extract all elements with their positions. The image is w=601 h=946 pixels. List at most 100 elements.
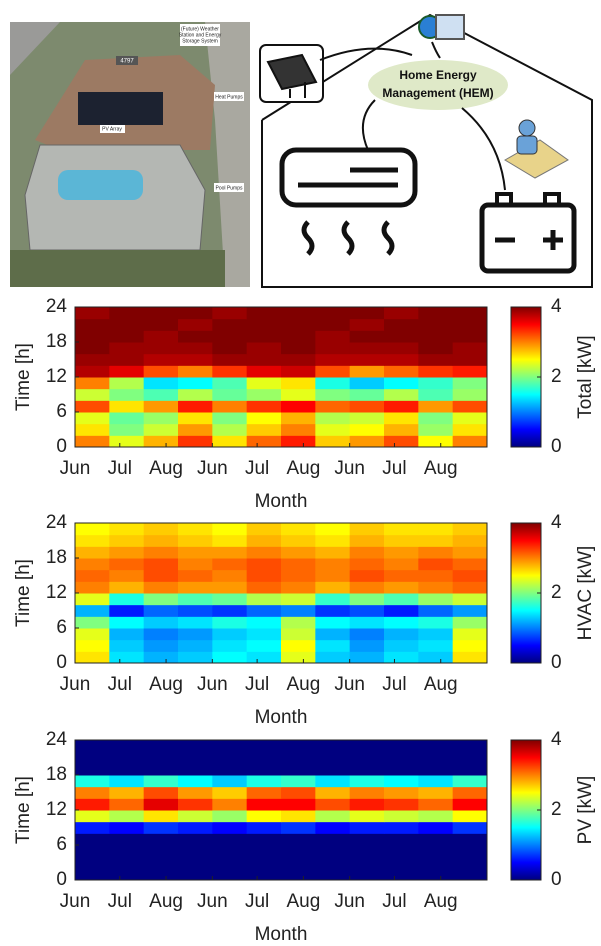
photo-label: Heat Pumps (215, 94, 243, 100)
heatmap-cell (75, 307, 110, 320)
heatmap-cell (418, 593, 454, 606)
heatmap-cell (75, 546, 110, 559)
heatmap-cell (418, 523, 454, 536)
heatmap-cell (384, 751, 419, 764)
heatmap-cell (418, 412, 454, 425)
heatmap-cell (315, 628, 351, 641)
heatmap-cell (109, 604, 145, 617)
heatmap-cell (109, 546, 145, 559)
heatmap-cell (246, 833, 282, 846)
heatmap-cell (75, 845, 110, 858)
heatmap-cell (246, 558, 282, 571)
heatmap-cell (178, 751, 213, 764)
photo-label: PV Array (102, 126, 122, 132)
heatmap-cell (178, 342, 213, 355)
battery-terminal (495, 192, 513, 207)
heatmap-cell (315, 400, 351, 413)
heatmap-cell (384, 868, 419, 881)
heatmap-cell (281, 856, 316, 869)
heatmap-cell (315, 821, 351, 834)
heatmap-cell (452, 593, 488, 606)
heatmap-cell (452, 400, 488, 413)
heatmap-cell (418, 868, 454, 881)
heatmap-cell (315, 798, 351, 811)
x-tick-label: Jul (382, 458, 406, 479)
heatmap-cell (178, 763, 213, 776)
heatmap-cell (246, 763, 282, 776)
heatmap-cell (281, 833, 316, 846)
heatmap-cell (349, 330, 385, 343)
heatmap-cell (384, 763, 419, 776)
heatmap-cell (384, 651, 419, 664)
heatmap-cell (109, 365, 145, 378)
heatmap-cell (178, 569, 213, 582)
heatmap-cell (212, 616, 248, 629)
heatmap-cell (418, 342, 454, 355)
heatmap-cell (212, 388, 248, 401)
heatmap-cell (452, 786, 488, 799)
heatmap-cell (281, 523, 316, 536)
heatmap-cell (315, 569, 351, 582)
heatmap-cell (452, 534, 488, 547)
heatmap-cell (384, 342, 419, 355)
heatmap-cell (452, 740, 488, 753)
heatmap-cell (75, 868, 110, 881)
heatmap-cell (452, 810, 488, 823)
heatmap-cell (418, 856, 454, 869)
heatmap-cell (452, 388, 488, 401)
heatmap-cell (349, 400, 385, 413)
heatmap-cell (281, 798, 316, 811)
heatmap-cell (75, 365, 110, 378)
heatmap-cell (349, 377, 385, 390)
heatmap-cell (75, 400, 110, 413)
heatmap-cell (315, 353, 351, 366)
heatmap-cell (109, 751, 145, 764)
heatmap-cell (143, 400, 179, 413)
y-tick-label: 12 (46, 366, 67, 387)
heatmap-cell (143, 342, 179, 355)
heatmap-cell (452, 569, 488, 582)
heatmap-cell (109, 593, 145, 606)
heatmap-cell (315, 833, 351, 846)
heatmap-cell (418, 786, 454, 799)
heatmap-cell (349, 786, 385, 799)
y-tick-label: 18 (46, 547, 67, 568)
heatmap-cell (143, 581, 179, 594)
heatmap-cell (212, 423, 248, 436)
heatmap-cell (418, 751, 454, 764)
heatmap-cell (178, 534, 213, 547)
heatmap-cell (246, 365, 282, 378)
heatmap-cell (75, 810, 110, 823)
label-box (214, 92, 244, 101)
heatmap-cell (143, 546, 179, 559)
heatmap-cell (452, 604, 488, 617)
heatmap-cell (452, 412, 488, 425)
heatmap-cell (143, 307, 179, 320)
heatmap-cell (178, 523, 213, 536)
heatmap-cell (178, 353, 213, 366)
heatmap-cell (178, 318, 213, 331)
heatmap-cell (349, 821, 385, 834)
heatmap-cell (315, 751, 351, 764)
heatmap-cell (246, 740, 282, 753)
heatmap-cell (109, 353, 145, 366)
heatmap-cell (418, 845, 454, 858)
heatmap-cell (281, 353, 316, 366)
heatmap-cell (75, 616, 110, 629)
photo-label: Pool Pumps (216, 185, 243, 191)
heatmap-cell (384, 798, 419, 811)
heatmap-cell (246, 821, 282, 834)
heatmap-cell (384, 810, 419, 823)
heatmap-cell (315, 639, 351, 652)
heat-wave (341, 220, 355, 256)
heatmap-cell (75, 581, 110, 594)
heatmap-cell (143, 558, 179, 571)
heatmap-cell (349, 868, 385, 881)
hem-label: Home Energy (399, 68, 477, 82)
heatmap-cell (246, 388, 282, 401)
heatmap-cell (384, 412, 419, 425)
colorbar-tick-label: 0 (551, 436, 562, 457)
heatmap-cell (281, 751, 316, 764)
heatmap-cell (109, 400, 145, 413)
heatmap-cell (75, 435, 110, 448)
